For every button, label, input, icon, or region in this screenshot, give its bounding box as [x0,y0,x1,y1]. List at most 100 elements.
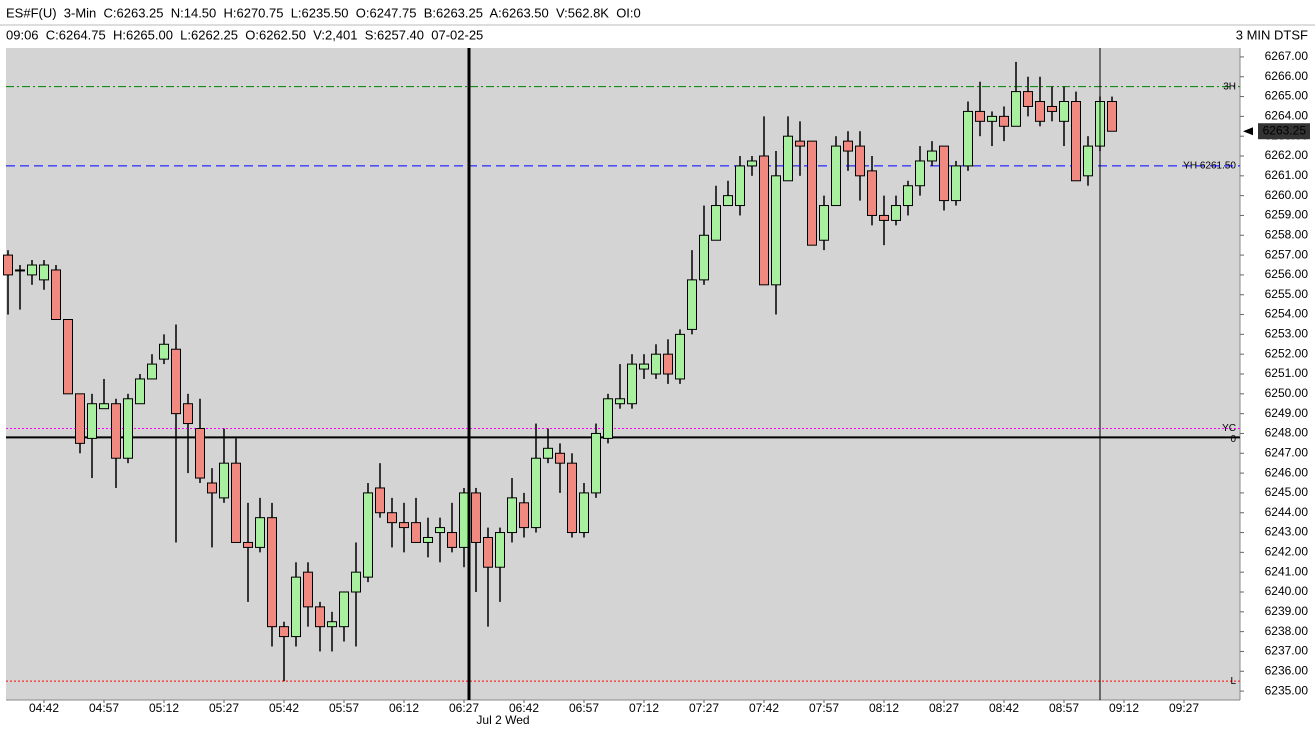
y-tick-label: 6260.00 [1265,188,1309,202]
y-tick-label: 6238.00 [1265,624,1309,638]
x-tick-label: 05:42 [269,701,299,715]
candle-body [711,205,721,241]
candle-body [3,254,13,276]
candle-body [219,462,229,499]
candle-body [375,487,385,514]
y-tick-label: 6247.00 [1265,445,1309,459]
x-tick-label: 09:12 [1109,701,1139,715]
candle-body [579,492,589,534]
candle-body [1011,91,1021,127]
candle-body [339,591,349,628]
candle-body [459,492,469,548]
y-tick-label: 6267.00 [1265,49,1309,63]
y-tick-label: 6255.00 [1265,287,1309,301]
candle-body [915,160,925,187]
candle-body [387,512,397,524]
y-tick-label: 6249.00 [1265,406,1309,420]
candle-body [531,457,541,529]
candle-body [603,398,613,439]
x-tick-label: 05:12 [149,701,179,715]
y-tick-label: 6250.00 [1265,386,1309,400]
candle-body [207,482,217,494]
candle-body [111,403,121,459]
candle-body [567,462,577,534]
candle-body [987,115,997,122]
y-tick-label: 6258.00 [1265,227,1309,241]
y-tick-label: 6264.00 [1265,109,1309,123]
candle-body [279,626,289,638]
candle-body [879,214,889,221]
candle-body [123,398,133,459]
candle-body [843,140,853,152]
x-tick-label: 09:27 [1169,701,1199,715]
candle-body [351,571,361,593]
level-label: 0 [1230,434,1236,445]
x-tick-label: 07:12 [629,701,659,715]
candle-body [807,140,817,246]
candle-body [543,447,553,459]
candle-body [63,319,73,395]
candle-body [975,110,985,122]
candle-body [903,185,913,207]
chart-subtitle: 09:06 C:6264.75 H:6265.00 L:6262.25 O:62… [6,27,483,42]
y-tick-label: 6248.00 [1265,426,1309,440]
plot-layer: 3H YH 6261.50 YC0 L [3,61,1240,687]
candle-body [1035,101,1045,122]
candle-body [867,170,877,216]
plot-area [6,48,1240,700]
y-tick-label: 6251.00 [1265,366,1309,380]
candle-body [411,522,421,543]
candle-body [519,502,529,529]
candle-body [747,160,757,167]
candle-body [315,606,325,628]
candle-body [819,205,829,241]
candle-body [1083,145,1093,177]
x-tick-label: 06:42 [509,701,539,715]
candle-body [771,175,781,286]
candle-body [495,532,505,568]
y-tick-label: 6262.00 [1265,148,1309,162]
candle-body [1071,101,1081,182]
candle-body [27,264,37,276]
y-tick-label: 6239.00 [1265,604,1309,618]
y-tick-label: 6254.00 [1265,307,1309,321]
candle-body [759,155,769,286]
y-tick-label: 6265.00 [1265,89,1309,103]
x-tick-label: 04:42 [29,701,59,715]
x-tick-label: 08:12 [869,701,899,715]
y-tick-label: 6242.00 [1265,545,1309,559]
candle-body [51,269,61,321]
y-tick-label: 6253.00 [1265,327,1309,341]
timeframe-label: 3 MIN DTSF [1236,27,1308,42]
x-tick-label: 07:57 [809,701,839,715]
x-tick-label: 04:57 [89,701,119,715]
candle-body [699,234,709,281]
y-tick-label: 6246.00 [1265,465,1309,479]
candle-body [663,353,673,375]
candle-body [615,398,625,405]
y-tick-label: 6256.00 [1265,267,1309,281]
candle-body [183,403,193,425]
y-tick-label: 6236.00 [1265,663,1309,677]
x-tick-label: 08:57 [1049,701,1079,715]
x-tick-label: 08:42 [989,701,1019,715]
last-price-label: 6263.25 [1263,123,1307,137]
level-label: YH 6261.50 [1183,161,1236,172]
candle-body [483,536,493,568]
candle-body [423,536,433,543]
candle-body [39,264,49,281]
level-label: L [1230,676,1236,687]
candle-body [303,571,313,608]
candle-body [927,150,937,162]
y-tick-label: 6252.00 [1265,346,1309,360]
candle-body [627,363,637,405]
candle-body [735,165,745,207]
y-tick-label: 6244.00 [1265,505,1309,519]
y-tick-label: 6241.00 [1265,564,1309,578]
candle-body [855,145,865,177]
x-tick-label: 05:57 [329,701,359,715]
level-label: YC [1222,423,1236,434]
candle-body [87,403,97,439]
candle-body [1023,91,1033,107]
